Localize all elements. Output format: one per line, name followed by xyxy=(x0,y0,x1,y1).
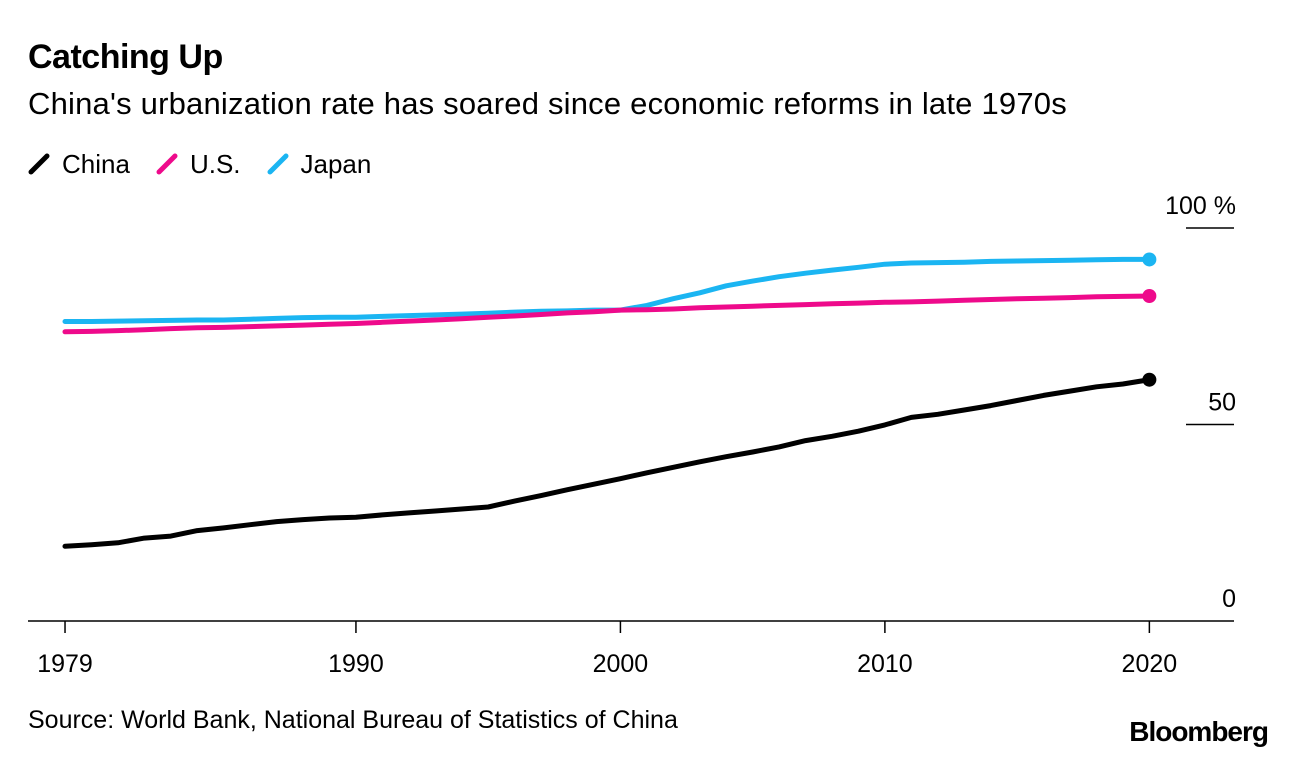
legend-swatch-china xyxy=(28,153,50,175)
x-tick-label-2010: 2010 xyxy=(857,650,913,678)
y-tick-label-50: 50 xyxy=(1208,389,1236,417)
legend-swatch-us xyxy=(156,153,178,175)
legend-item-china: China xyxy=(28,149,130,180)
legend-label-us: U.S. xyxy=(189,148,241,179)
series-end-dot-china xyxy=(1142,372,1157,387)
series-end-dot-japan xyxy=(1142,252,1157,267)
legend-swatch-japan xyxy=(267,153,289,175)
y-tick-label-0: 0 xyxy=(1222,585,1236,613)
series-end-dot-us xyxy=(1142,288,1157,303)
bloomberg-logo: Bloomberg xyxy=(1129,716,1269,747)
legend-item-japan: Japan xyxy=(267,148,372,180)
legend-item-us: U.S. xyxy=(156,149,241,180)
chart-title: Catching Up xyxy=(28,38,223,76)
x-tick-label-1990: 1990 xyxy=(328,650,384,678)
legend-label-china: China xyxy=(62,148,130,179)
series-line-us xyxy=(62,293,1152,335)
source-note: Source: World Bank, National Bureau of S… xyxy=(28,706,678,734)
legend-label-japan: Japan xyxy=(300,148,372,179)
chart-subtitle: China's urbanization rate has soared sin… xyxy=(28,86,1067,121)
x-tick-label-2020: 2020 xyxy=(1122,650,1178,678)
y-tick-label-100: 100 % xyxy=(1165,192,1236,220)
x-tick-label-1979: 1979 xyxy=(37,650,93,678)
chart-legend: China U.S. Japan xyxy=(28,146,397,182)
x-tick-label-2000: 2000 xyxy=(593,650,649,678)
series-line-china xyxy=(62,377,1152,549)
